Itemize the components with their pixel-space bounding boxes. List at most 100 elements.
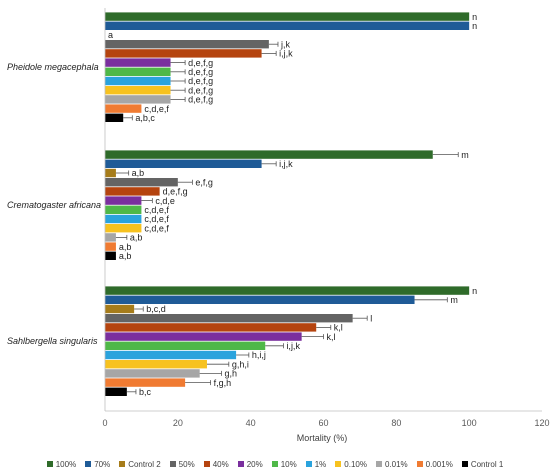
bar (105, 214, 142, 224)
bar (105, 86, 171, 95)
significance-label: k,l (327, 332, 336, 342)
bar (105, 178, 178, 187)
bar (105, 350, 237, 360)
legend-label: 1% (314, 459, 327, 469)
significance-label: m (450, 295, 458, 305)
significance-label: i,j,k (279, 159, 293, 169)
significance-label: i,j,k (286, 341, 300, 351)
legend-swatch (375, 461, 382, 467)
bar (105, 233, 116, 242)
bar-group: mi,j,ka,be,f,gd,e,f,gc,d,ec,d,e,fc,d,e,f… (105, 150, 469, 261)
legend-item: 0.10% (335, 460, 367, 469)
significance-label: a,b (132, 168, 145, 178)
significance-label: d,e,f,g (188, 95, 213, 105)
bar (105, 95, 171, 104)
x-tick-label: 40 (246, 418, 256, 428)
significance-label: m (461, 150, 469, 160)
legend-label: 0.01% (384, 459, 408, 469)
legend-swatch (85, 461, 92, 467)
bar (105, 286, 470, 295)
legend-label: 0.10% (344, 459, 367, 469)
significance-label: f,g,h (214, 378, 232, 388)
significance-label: d,e,f,g (188, 76, 213, 86)
legend-item: 0.01% (375, 459, 408, 469)
legend-swatch (335, 461, 342, 467)
bar (105, 304, 135, 314)
bar (105, 159, 262, 168)
bar (105, 295, 415, 304)
legend-label: 70% (94, 459, 111, 469)
significance-label: n (472, 12, 477, 22)
legend-item: 0.001% (416, 459, 453, 469)
bar (105, 104, 142, 113)
x-tick-label: 80 (391, 418, 401, 428)
bar-group: nnaj,ki,j,kd,e,f,gd,e,f,gd,e,f,gd,e,f,gd… (105, 12, 477, 123)
legend-label: 20% (246, 459, 263, 469)
significance-label: j,k (280, 39, 291, 49)
x-tick-label: 60 (318, 418, 328, 428)
bar (105, 224, 142, 233)
significance-label: b,c,d (146, 304, 166, 314)
legend-swatch (271, 461, 278, 467)
legend-label: 50% (178, 459, 195, 469)
legend-swatch (203, 461, 210, 467)
bar (105, 58, 171, 67)
x-tick-label: 100 (462, 418, 477, 428)
significance-label: a (108, 30, 113, 40)
legend-swatch (461, 461, 468, 467)
significance-label: a,b (130, 233, 143, 243)
bar (105, 332, 302, 341)
legend-swatch (305, 461, 312, 467)
legend-label: 10% (280, 459, 297, 469)
legend-item: Control 1 (461, 460, 503, 469)
significance-label: g,h (225, 369, 238, 379)
bar (105, 251, 116, 260)
bar (105, 369, 200, 378)
legend-label: 0.001% (425, 459, 453, 469)
x-tick-label: 0 (102, 418, 107, 428)
legend-item: 40% (203, 460, 229, 469)
significance-label: e,f,g (195, 177, 213, 187)
significance-label: b,c (139, 387, 152, 397)
significance-label: c,d,e,f (144, 214, 169, 224)
x-axis-label: Mortality (%) (297, 433, 348, 443)
legend-item: 20% (237, 459, 263, 469)
significance-label: c,d,e,f (144, 205, 169, 215)
legend-swatch (119, 461, 126, 467)
bar (105, 314, 353, 323)
legend-item: 50% (169, 459, 195, 469)
significance-label: d,e,f,g (188, 67, 213, 77)
x-tick-label: 20 (173, 418, 183, 428)
legend-item: 70% (85, 460, 110, 469)
bar (105, 49, 262, 58)
legend: 100% 70% Control 2 50% 40% 20% 10% 1% 0.10% 0.01%… (0, 456, 550, 472)
bar (105, 40, 269, 49)
significance-label: n (472, 21, 477, 31)
bars: nnaj,ki,j,kd,e,f,gd,e,f,gd,e,f,gd,e,f,gd… (105, 12, 477, 397)
bar (105, 242, 116, 251)
bar (105, 21, 470, 30)
bar (105, 360, 207, 369)
group-label: Pheidole megacephala (7, 62, 99, 72)
legend-swatch (416, 461, 423, 467)
legend-label: 100% (55, 459, 77, 469)
significance-label: d,e,f,g (163, 187, 188, 197)
x-tick-label: 120 (534, 418, 549, 428)
significance-label: c,d,e (155, 196, 175, 206)
legend-swatch (169, 461, 176, 467)
bar (105, 187, 160, 196)
significance-label: n (472, 286, 477, 296)
significance-label: i,j,k (279, 49, 293, 59)
legend-label: Control 2 (128, 459, 161, 469)
significance-label: k,l (334, 323, 343, 333)
bar (105, 113, 124, 122)
significance-label: d,e,f,g (188, 58, 213, 68)
significance-label: a,b (119, 251, 132, 261)
bar (105, 387, 127, 396)
legend-swatch (46, 461, 53, 467)
legend-item: 100% (46, 459, 77, 469)
group-label: Crematogaster africana (7, 200, 101, 210)
bar-group: n m b,c,d l k,lk,l i,j,k h,i,jg,h,ig,hf,g,h b,c (105, 286, 477, 397)
significance-label: h,i,j (252, 350, 266, 360)
